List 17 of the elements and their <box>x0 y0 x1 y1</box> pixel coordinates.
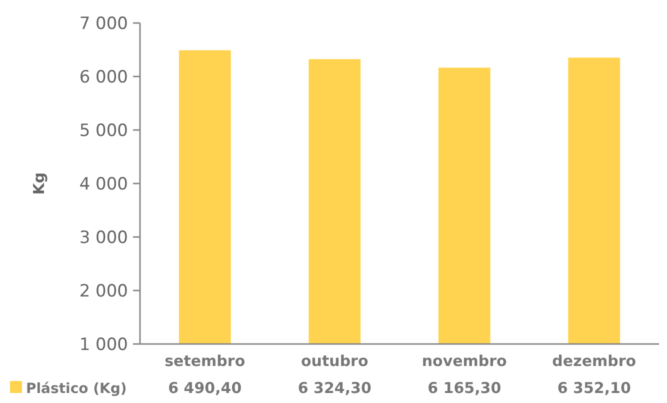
y-tick-label: 3 000 <box>79 228 128 248</box>
data-label: 6 165,30 <box>428 379 502 397</box>
x-tick-label: dezembro <box>552 352 636 370</box>
data-label: 6 490,40 <box>168 379 242 397</box>
x-tick-label: novembro <box>422 352 507 370</box>
y-axis-title: Kg <box>30 172 48 195</box>
x-tick-label: outubro <box>300 352 368 370</box>
y-tick-label: 7 000 <box>79 14 128 34</box>
y-tick-label: 4 000 <box>79 174 128 194</box>
y-tick-label: 1 000 <box>79 334 128 355</box>
y-tick-label: 2 000 <box>79 281 128 302</box>
y-tick-label: 5 000 <box>79 120 128 141</box>
x-tick-label: setembro <box>164 352 246 370</box>
legend-label: Plástico (Kg) <box>26 381 127 397</box>
data-label: 6 352,10 <box>557 379 631 397</box>
data-label: 6 324,30 <box>298 379 372 397</box>
y-tick-label: 6 000 <box>79 67 128 88</box>
